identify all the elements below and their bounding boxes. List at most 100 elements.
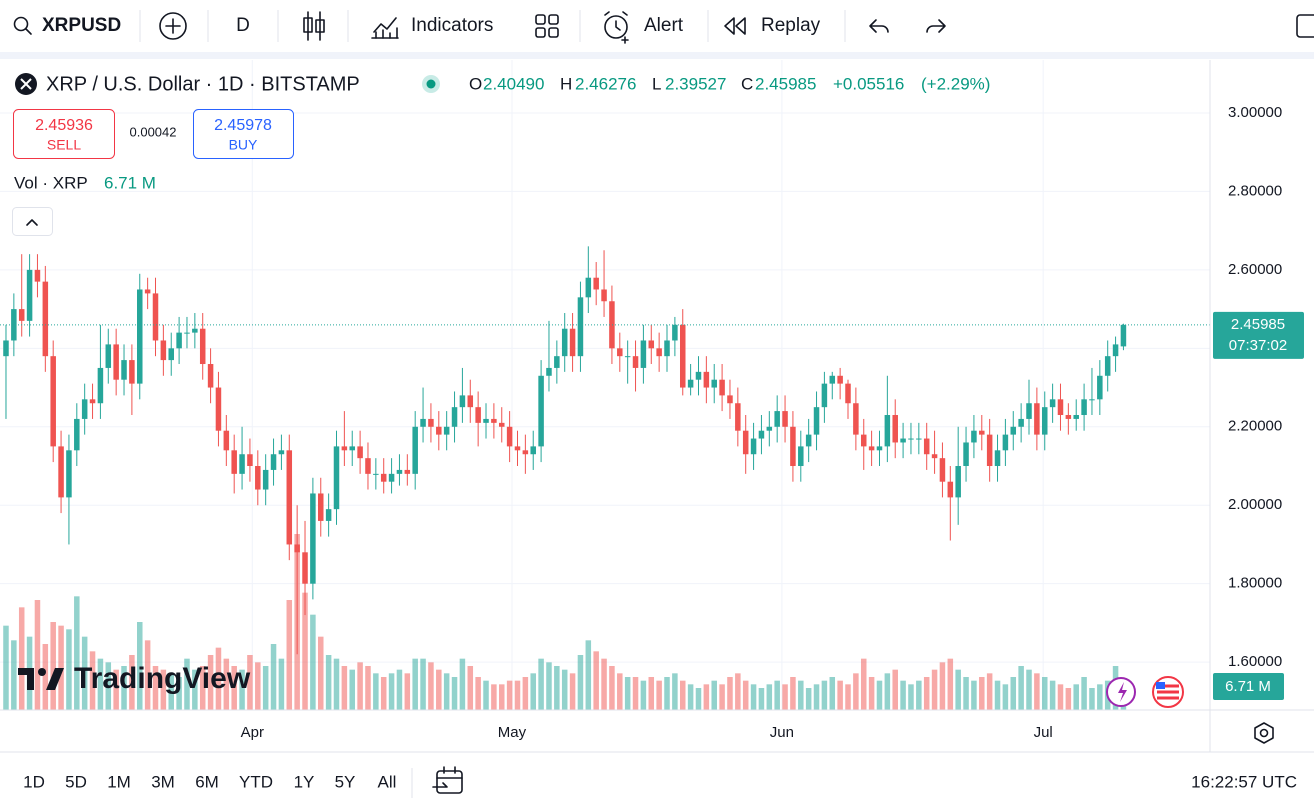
candle-body <box>26 269 33 321</box>
symbol-search[interactable]: XRPUSD <box>13 15 122 36</box>
alert-icon <box>604 15 628 39</box>
clock[interactable]: 16:22:57 UTC <box>1191 772 1297 791</box>
volume-bar <box>310 614 316 710</box>
candle-body <box>577 297 584 357</box>
volume-bar <box>160 669 167 710</box>
volume-bar <box>74 596 80 710</box>
candle-body <box>121 360 127 380</box>
interval-button[interactable]: D <box>236 15 250 36</box>
range-button[interactable]: 3M <box>151 772 175 791</box>
fullscreen-button[interactable] <box>1296 14 1314 38</box>
candle-body <box>766 426 773 431</box>
chart-type-button[interactable] <box>303 11 325 41</box>
candle-body <box>467 395 474 408</box>
date-range-button[interactable] <box>432 766 463 794</box>
candle-body <box>530 446 536 455</box>
volume-bar <box>325 655 332 710</box>
y-tick-label: 1.60000 <box>1228 653 1282 670</box>
compare-button[interactable] <box>159 12 187 40</box>
candle-body <box>1089 399 1095 401</box>
symbol-logo <box>20 78 32 90</box>
range-button[interactable]: 1M <box>107 772 131 791</box>
settings-button[interactable] <box>1254 722 1274 744</box>
candle-body <box>923 438 930 455</box>
volume-bar <box>341 666 348 710</box>
candle-body <box>81 399 88 419</box>
volume-bar <box>687 684 694 710</box>
volume-bar <box>845 684 851 710</box>
legend-value: 2.40490 <box>483 74 544 93</box>
layouts-button[interactable] <box>535 14 559 38</box>
candle-body <box>152 293 159 341</box>
candle-body <box>876 446 883 451</box>
range-button[interactable]: YTD <box>239 772 273 791</box>
y-tick-label: 2.00000 <box>1228 496 1282 513</box>
plus-icon <box>159 12 187 40</box>
volume-bar <box>192 669 198 710</box>
candle-body <box>782 411 788 427</box>
range-button[interactable]: 6M <box>195 772 219 791</box>
candle-body <box>868 446 875 451</box>
candle-body <box>436 426 442 435</box>
collapse-button[interactable] <box>12 207 53 236</box>
candle-body <box>168 348 174 361</box>
volume-bar <box>837 680 843 710</box>
x-tick-label: May <box>498 724 527 741</box>
indicators-button[interactable]: Indicators <box>371 15 493 39</box>
sell-price: 2.45936 <box>35 117 93 134</box>
volume-bar <box>168 673 174 710</box>
candle-body <box>821 383 828 408</box>
volume-bar <box>1034 673 1040 710</box>
candle-body <box>554 356 560 368</box>
volume-bar <box>569 673 576 710</box>
range-button[interactable]: 1D <box>23 772 45 791</box>
volume-bar <box>443 673 450 710</box>
range-button[interactable]: All <box>378 772 397 791</box>
x-tick-label: Jul <box>1034 724 1053 741</box>
volume-bar <box>357 662 363 710</box>
volume-bar <box>986 673 993 710</box>
redo-button[interactable] <box>926 19 946 33</box>
volume-bar <box>89 651 96 710</box>
volume-bar <box>703 684 710 710</box>
candle-body <box>624 356 631 358</box>
candle-body <box>357 446 363 459</box>
legend-value: 2.45985 <box>755 74 816 93</box>
volume-bar <box>719 684 725 710</box>
candle-body <box>656 348 662 357</box>
candle-body <box>546 367 552 376</box>
candle-body <box>349 446 355 451</box>
volume-bar <box>34 600 41 710</box>
candle-body <box>805 434 812 447</box>
range-button[interactable]: 1Y <box>294 772 315 791</box>
volume-bar <box>900 680 906 710</box>
volume-bar <box>916 680 922 710</box>
candle-body <box>742 430 749 455</box>
candle-body <box>609 301 615 349</box>
candle-body <box>931 454 938 459</box>
replay-button[interactable]: Replay <box>724 15 821 36</box>
candle-body <box>1041 407 1048 435</box>
buy-label: BUY <box>229 137 258 153</box>
candle-body <box>1120 324 1127 347</box>
range-button[interactable]: 5Y <box>335 772 356 791</box>
undo-button[interactable] <box>869 19 889 33</box>
sell-button[interactable]: 2.45936 SELL <box>13 109 115 159</box>
volume-bar <box>554 666 560 710</box>
candle-body <box>1026 403 1032 419</box>
alert-button[interactable]: Alert <box>604 11 684 44</box>
volume-bar <box>113 669 119 710</box>
range-button[interactable]: 5D <box>65 772 87 791</box>
volume-bar <box>66 629 72 710</box>
candle-body <box>1002 434 1009 451</box>
volume-bar <box>1097 684 1103 710</box>
volume-bar <box>1010 677 1017 710</box>
volume-bar <box>262 666 269 710</box>
candle-body <box>735 403 741 431</box>
volume-bar <box>396 669 403 710</box>
candle-body <box>18 309 25 321</box>
buy-button[interactable]: 2.45978 BUY <box>193 109 294 159</box>
candle-body <box>318 493 324 521</box>
candle-body <box>648 340 655 349</box>
candle-body <box>412 426 418 474</box>
